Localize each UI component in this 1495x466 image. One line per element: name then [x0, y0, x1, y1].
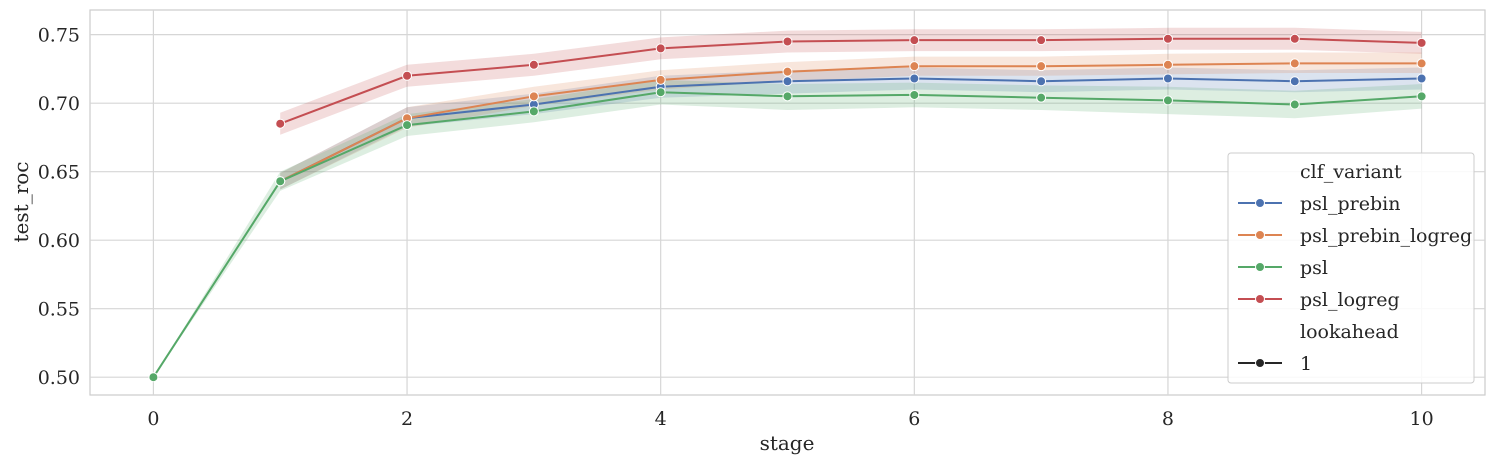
- legend-style-entry: 1: [1300, 353, 1312, 375]
- legend-hue-title: clf_variant: [1300, 161, 1402, 183]
- legend-label: psl_logreg: [1300, 289, 1400, 311]
- data-point: [1036, 61, 1047, 72]
- x-tick-label: 0: [147, 408, 159, 430]
- y-tick-label: 0.55: [38, 299, 80, 321]
- y-tick-label: 0.50: [38, 367, 80, 389]
- legend: clf_variant psl_prebinpsl_prebin_logregp…: [1227, 152, 1475, 384]
- x-tick-label: 2: [401, 408, 413, 430]
- data-point: [1289, 76, 1300, 87]
- data-point: [909, 89, 920, 100]
- data-point: [909, 73, 920, 84]
- legend-label: psl_prebin_logreg: [1300, 225, 1472, 247]
- data-point: [1416, 73, 1427, 84]
- data-point: [1289, 33, 1300, 44]
- data-point: [782, 36, 793, 47]
- series-points: [148, 33, 1427, 383]
- confidence-band: [280, 67, 1422, 190]
- data-point: [655, 74, 666, 85]
- x-tick-label: 4: [655, 408, 667, 430]
- data-point: [1162, 59, 1173, 70]
- confidence-band: [153, 79, 1422, 378]
- legend-marker: [1255, 294, 1265, 304]
- x-tick-labels: 0 2 4 6 8 10: [147, 408, 1433, 430]
- x-tick-label: 10: [1409, 408, 1433, 430]
- legend-label: psl: [1300, 257, 1328, 279]
- data-point: [275, 118, 286, 129]
- data-point: [1036, 92, 1047, 103]
- x-axis-label: stage: [760, 431, 815, 455]
- data-point: [1416, 58, 1427, 69]
- data-point: [1289, 58, 1300, 69]
- data-point: [1416, 91, 1427, 102]
- data-point: [909, 61, 920, 72]
- y-axis-label: test_roc: [9, 162, 33, 243]
- legend-style-marker: [1255, 358, 1265, 368]
- legend-box: [1227, 152, 1475, 384]
- data-point: [782, 76, 793, 87]
- data-point: [655, 43, 666, 54]
- y-tick-label: 0.60: [38, 230, 80, 252]
- data-point: [402, 120, 413, 131]
- data-point: [1036, 35, 1047, 46]
- data-point: [655, 87, 666, 98]
- data-point: [1162, 95, 1173, 106]
- data-point: [1289, 99, 1300, 110]
- y-tick-labels: 0.50 0.55 0.60 0.65 0.70 0.75: [38, 25, 80, 390]
- data-point: [1162, 73, 1173, 84]
- data-point: [782, 66, 793, 77]
- legend-marker: [1255, 262, 1265, 272]
- legend-style-title: lookahead: [1300, 321, 1399, 343]
- y-tick-label: 0.75: [38, 25, 80, 47]
- data-point: [1036, 76, 1047, 87]
- data-point: [909, 35, 920, 46]
- series-line: [279, 37, 1422, 125]
- legend-label: psl_prebin: [1300, 193, 1400, 215]
- legend-marker: [1255, 230, 1265, 240]
- series-line: [279, 77, 1422, 183]
- legend-marker: [1255, 198, 1265, 208]
- confidence-band: [280, 52, 1422, 190]
- confidence-bands: [153, 27, 1422, 378]
- data-point: [148, 372, 159, 383]
- x-tick-label: 8: [1162, 408, 1174, 430]
- y-tick-label: 0.70: [38, 93, 80, 115]
- confidence-band: [280, 27, 1422, 135]
- data-point: [782, 91, 793, 102]
- x-tick-label: 6: [908, 408, 920, 430]
- data-point: [1416, 37, 1427, 48]
- data-point: [528, 91, 539, 102]
- data-point: [402, 70, 413, 81]
- data-point: [528, 59, 539, 70]
- data-point: [1162, 33, 1173, 44]
- series-line: [279, 62, 1422, 183]
- data-point: [528, 106, 539, 117]
- data-point: [275, 176, 286, 187]
- y-tick-label: 0.65: [38, 162, 80, 184]
